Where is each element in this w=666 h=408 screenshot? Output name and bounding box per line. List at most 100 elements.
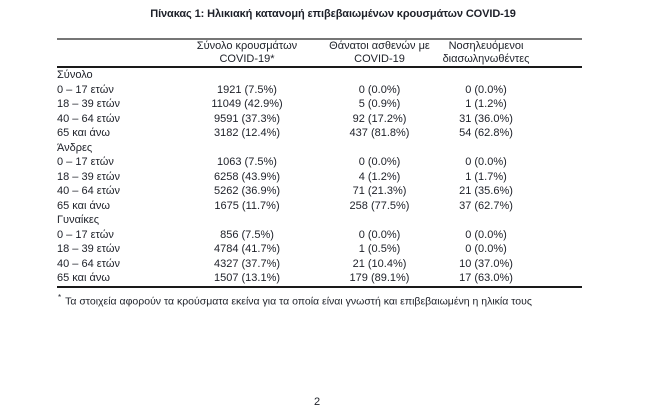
intubated-value: 0 (0.0%) — [465, 156, 507, 168]
col-header-total-cases-line1: Σύνολο κρουσμάτων — [196, 40, 298, 52]
page-number: 2 — [314, 396, 321, 408]
col-header-deaths: Θάνατοι ασθενών με COVID-19 — [317, 39, 442, 68]
table-row: 0 – 17 ετών 856 (7.5%) 0 (0.0%) 0 (0.0%) — [57, 228, 582, 243]
footnote-text: Τα στοιχεία αφορούν τα κρούσματα εκείνα … — [65, 295, 532, 307]
col-header-deaths-line2: COVID-19 — [354, 53, 405, 65]
col-header-intubated-line2: διασωληνωθέντες — [442, 53, 530, 65]
table-row: 0 – 17 ετών 1921 (7.5%) 0 (0.0%) 0 (0.0%) — [57, 83, 582, 98]
table-row: 65 και άνω 1507 (13.1%) 179 (89.1%) 17 (63.… — [57, 271, 582, 287]
deaths-value: 5 (0.9%) — [358, 98, 401, 110]
deaths-value: 92 (17.2%) — [352, 112, 407, 125]
footnote: * Τα στοιχεία αφορούν τα κρούσματα εκείνα… — [57, 291, 582, 309]
col-header-intubated: Νοσηλευόμενοι διασωληνωθέντες — [442, 39, 530, 68]
table-header: Σύνολο κρουσμάτων COVID-19* Θάνατοι ασθε… — [57, 39, 582, 68]
age-group-label: 18 – 39 ετών — [57, 243, 120, 255]
group-header-row: Άνδρες — [57, 141, 582, 156]
cases-value: 5262 (36.9%) — [213, 185, 281, 197]
cases-value: 1507 (13.1%) — [213, 272, 281, 284]
group-label: Σύνολο — [57, 69, 93, 81]
data-table: Σύνολο κρουσμάτων COVID-19* Θάνατοι ασθε… — [57, 38, 582, 288]
cases-value: 1675 (11.7%) — [214, 199, 280, 212]
table-row: 18 – 39 ετών 6258 (43.9%) 4 (1.2%) 1 (1.7%) — [57, 170, 582, 185]
age-group-label: 0 – 17 ετών — [57, 156, 114, 168]
header-row: Σύνολο κρουσμάτων COVID-19* Θάνατοι ασθε… — [57, 39, 582, 68]
deaths-value: 437 (81.8%) — [349, 127, 410, 139]
table-row: 65 και άνω 1675 (11.7%) 258 (77.5%) 37 (62.… — [57, 199, 582, 214]
cases-value: 6258 (43.9%) — [213, 170, 281, 183]
deaths-value: 71 (21.3%) — [352, 185, 407, 197]
intubated-value: 21 (35.6%) — [459, 185, 513, 197]
age-group-label: 18 – 39 ετών — [57, 170, 120, 183]
cases-value: 1921 (7.5%) — [217, 83, 277, 96]
age-group-label: 0 – 17 ετών — [57, 228, 114, 241]
col-header-intubated-line1: Νοσηλευόμενοι — [448, 40, 524, 52]
deaths-value: 4 (1.2%) — [358, 170, 401, 183]
deaths-value: 0 (0.0%) — [358, 228, 401, 241]
cases-value: 4784 (41.7%) — [213, 243, 281, 255]
spacer-cell — [530, 242, 582, 257]
intubated-value: 37 (62.7%) — [459, 199, 513, 212]
intubated-value: 0 (0.0%) — [465, 83, 507, 96]
age-group-label: 65 και άνω — [57, 127, 110, 139]
spacer-cell — [530, 257, 582, 272]
group-header-row: Σύνολο — [57, 67, 582, 83]
table-row: 40 – 64 ετών 4327 (37.7%) 21 (10.4%) 10 (37… — [57, 257, 582, 272]
covid-age-table: Σύνολο κρουσμάτων COVID-19* Θάνατοι ασθε… — [57, 38, 582, 308]
table-row: 18 – 39 ετών 11049 (42.9%) 5 (0.9%) 1 (1.2%… — [57, 97, 582, 112]
table-row: 65 και άνω 3182 (12.4%) 437 (81.8%) 54 (62.… — [57, 126, 582, 141]
age-group-label: 65 και άνω — [57, 272, 110, 284]
footnote-marker: * — [58, 292, 62, 302]
intubated-value: 54 (62.8%) — [459, 127, 513, 139]
cases-value: 3182 (12.4%) — [213, 127, 281, 139]
col-header-total-cases: Σύνολο κρουσμάτων COVID-19* — [177, 39, 317, 68]
spacer-cell — [530, 126, 582, 141]
spacer-cell — [530, 184, 582, 199]
group-label: Γυναίκες — [57, 214, 100, 226]
age-group-label: 0 – 17 ετών — [57, 83, 114, 96]
deaths-value: 21 (10.4%) — [352, 257, 407, 270]
intubated-value: 10 (37.0%) — [459, 257, 513, 270]
deaths-value: 258 (77.5%) — [349, 199, 410, 212]
spacer-cell — [530, 97, 582, 112]
intubated-value: 1 (1.7%) — [465, 170, 507, 183]
cases-value: 11049 (42.9%) — [211, 98, 283, 110]
intubated-value: 0 (0.0%) — [465, 228, 507, 241]
intubated-value: 0 (0.0%) — [465, 243, 507, 255]
intubated-value: 31 (36.0%) — [459, 112, 513, 125]
spacer-cell — [530, 155, 582, 170]
age-group-label: 18 – 39 ετών — [57, 98, 120, 110]
intubated-value: 1 (1.2%) — [465, 98, 507, 110]
deaths-value: 0 (0.0%) — [358, 156, 401, 168]
table-row: 0 – 17 ετών 1063 (7.5%) 0 (0.0%) 0 (0.0%) — [57, 155, 582, 170]
col-header-spacer — [530, 39, 582, 68]
cases-value: 856 (7.5%) — [220, 228, 274, 241]
age-group-label: 40 – 64 ετών — [57, 185, 120, 197]
age-group-label: 40 – 64 ετών — [57, 112, 120, 125]
cases-value: 9591 (37.3%) — [213, 112, 281, 125]
table-body: Σύνολο 0 – 17 ετών 1921 (7.5%) 0 (0.0%) 0 (0… — [57, 67, 582, 287]
deaths-value: 179 (89.1%) — [349, 272, 410, 284]
spacer-cell — [530, 170, 582, 185]
spacer-cell — [530, 199, 582, 214]
cases-value: 1063 (7.5%) — [217, 156, 277, 168]
group-header-row: Γυναίκες — [57, 213, 582, 228]
col-header-total-cases-line2: COVID-19* — [219, 53, 275, 65]
age-group-label: 40 – 64 ετών — [57, 257, 120, 270]
cases-value: 4327 (37.7%) — [213, 257, 281, 270]
deaths-value: 0 (0.0%) — [358, 83, 401, 96]
deaths-value: 1 (0.5%) — [358, 243, 401, 255]
col-header-empty — [57, 39, 177, 68]
col-header-deaths-line1: Θάνατοι ασθενών με — [329, 40, 430, 52]
table-row: 18 – 39 ετών 4784 (41.7%) 1 (0.5%) 0 (0.0%) — [57, 242, 582, 257]
group-label: Άνδρες — [57, 141, 93, 154]
table-title: Πίνακας 1: Ηλικιακή κατανομή επιβεβαιωμέ… — [150, 8, 516, 20]
spacer-cell — [530, 271, 582, 287]
spacer-cell — [530, 112, 582, 127]
spacer-cell — [530, 83, 582, 98]
spacer-cell — [530, 228, 582, 243]
table-row: 40 – 64 ετών 9591 (37.3%) 92 (17.2%) 31 (36… — [57, 112, 582, 127]
intubated-value: 17 (63.0%) — [459, 272, 513, 284]
table-row: 40 – 64 ετών 5262 (36.9%) 71 (21.3%) 21 (35… — [57, 184, 582, 199]
age-group-label: 65 και άνω — [57, 199, 110, 212]
